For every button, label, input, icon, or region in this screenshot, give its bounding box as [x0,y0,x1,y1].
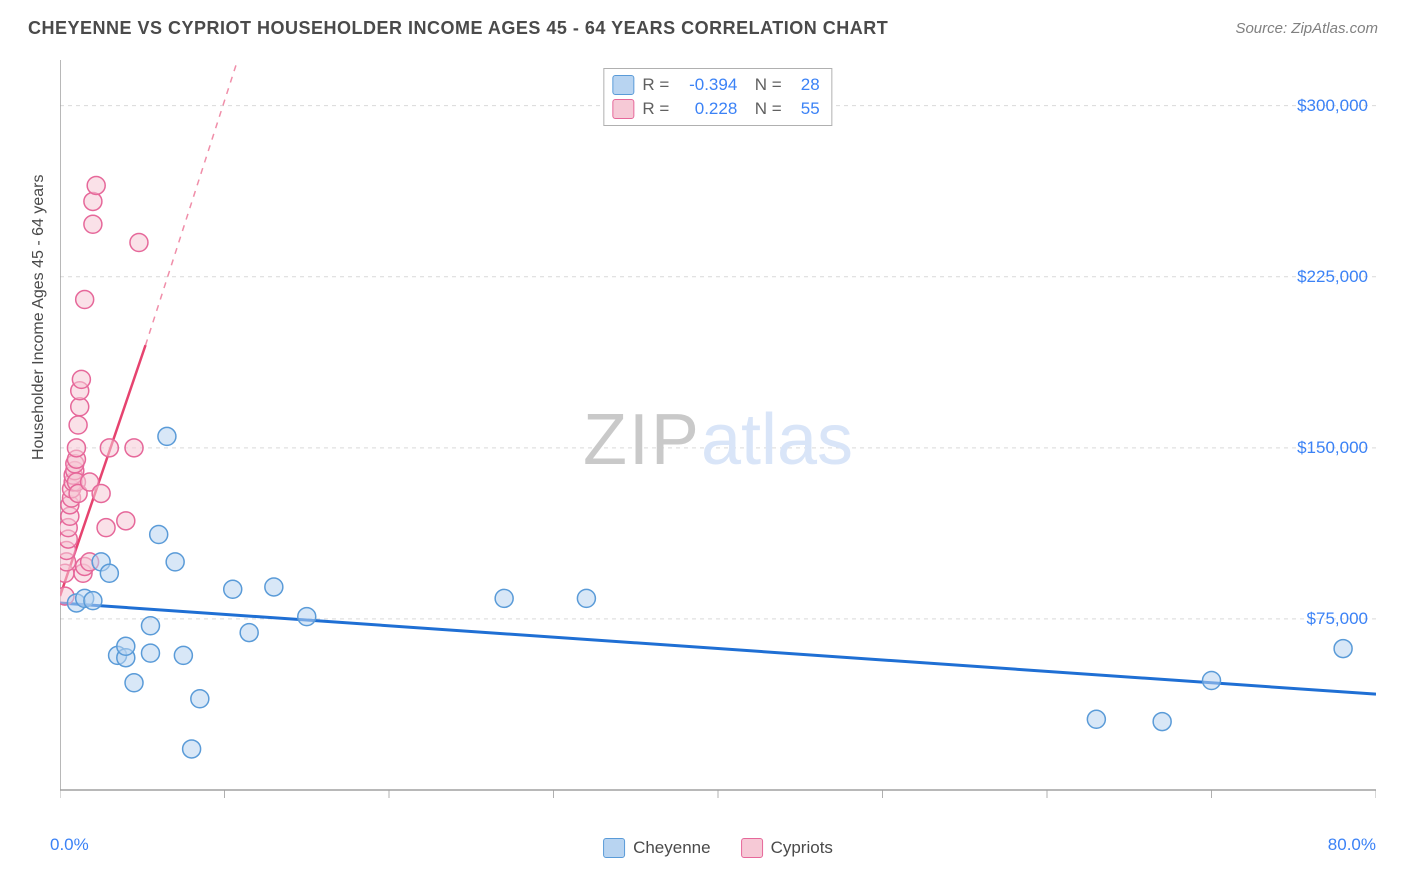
legend-cheyenne: Cheyenne [603,838,711,858]
y-tick-label: $150,000 [1297,438,1368,458]
y-tick-label: $225,000 [1297,267,1368,287]
n-label: N = [745,75,781,95]
r-label: R = [642,75,669,95]
stats-row-cheyenne: R = -0.394 N = 28 [612,73,819,97]
chart-header: CHEYENNE VS CYPRIOT HOUSEHOLDER INCOME A… [0,0,1406,51]
cheyenne-legend-label: Cheyenne [633,838,711,858]
chart-title: CHEYENNE VS CYPRIOT HOUSEHOLDER INCOME A… [28,18,888,39]
r-label: R = [642,99,669,119]
cypriots-swatch-icon [612,99,634,119]
cypriots-legend-swatch-icon [741,838,763,858]
cheyenne-swatch-icon [612,75,634,95]
cypriots-legend-label: Cypriots [771,838,833,858]
cheyenne-legend-swatch-icon [603,838,625,858]
legend-cypriots: Cypriots [741,838,833,858]
x-max-label: 80.0% [1328,835,1376,855]
cypriots-n-value: 55 [790,99,820,119]
cheyenne-n-value: 28 [790,75,820,95]
y-tick-label: $75,000 [1307,609,1368,629]
source-attribution: Source: ZipAtlas.com [1235,20,1378,37]
y-axis-label: Householder Income Ages 45 - 64 years [30,175,48,461]
cheyenne-r-value: -0.394 [677,75,737,95]
chart-area: ZIPatlas Householder Income Ages 45 - 64… [60,60,1376,820]
stats-box: R = -0.394 N = 28 R = 0.228 N = 55 [603,68,832,126]
stats-row-cypriots: R = 0.228 N = 55 [612,97,819,121]
scatter-plot [60,60,1376,820]
x-min-label: 0.0% [50,835,89,855]
bottom-legend: Cheyenne Cypriots [603,838,833,858]
y-tick-label: $300,000 [1297,96,1368,116]
cypriots-r-value: 0.228 [677,99,737,119]
n-label: N = [745,99,781,119]
